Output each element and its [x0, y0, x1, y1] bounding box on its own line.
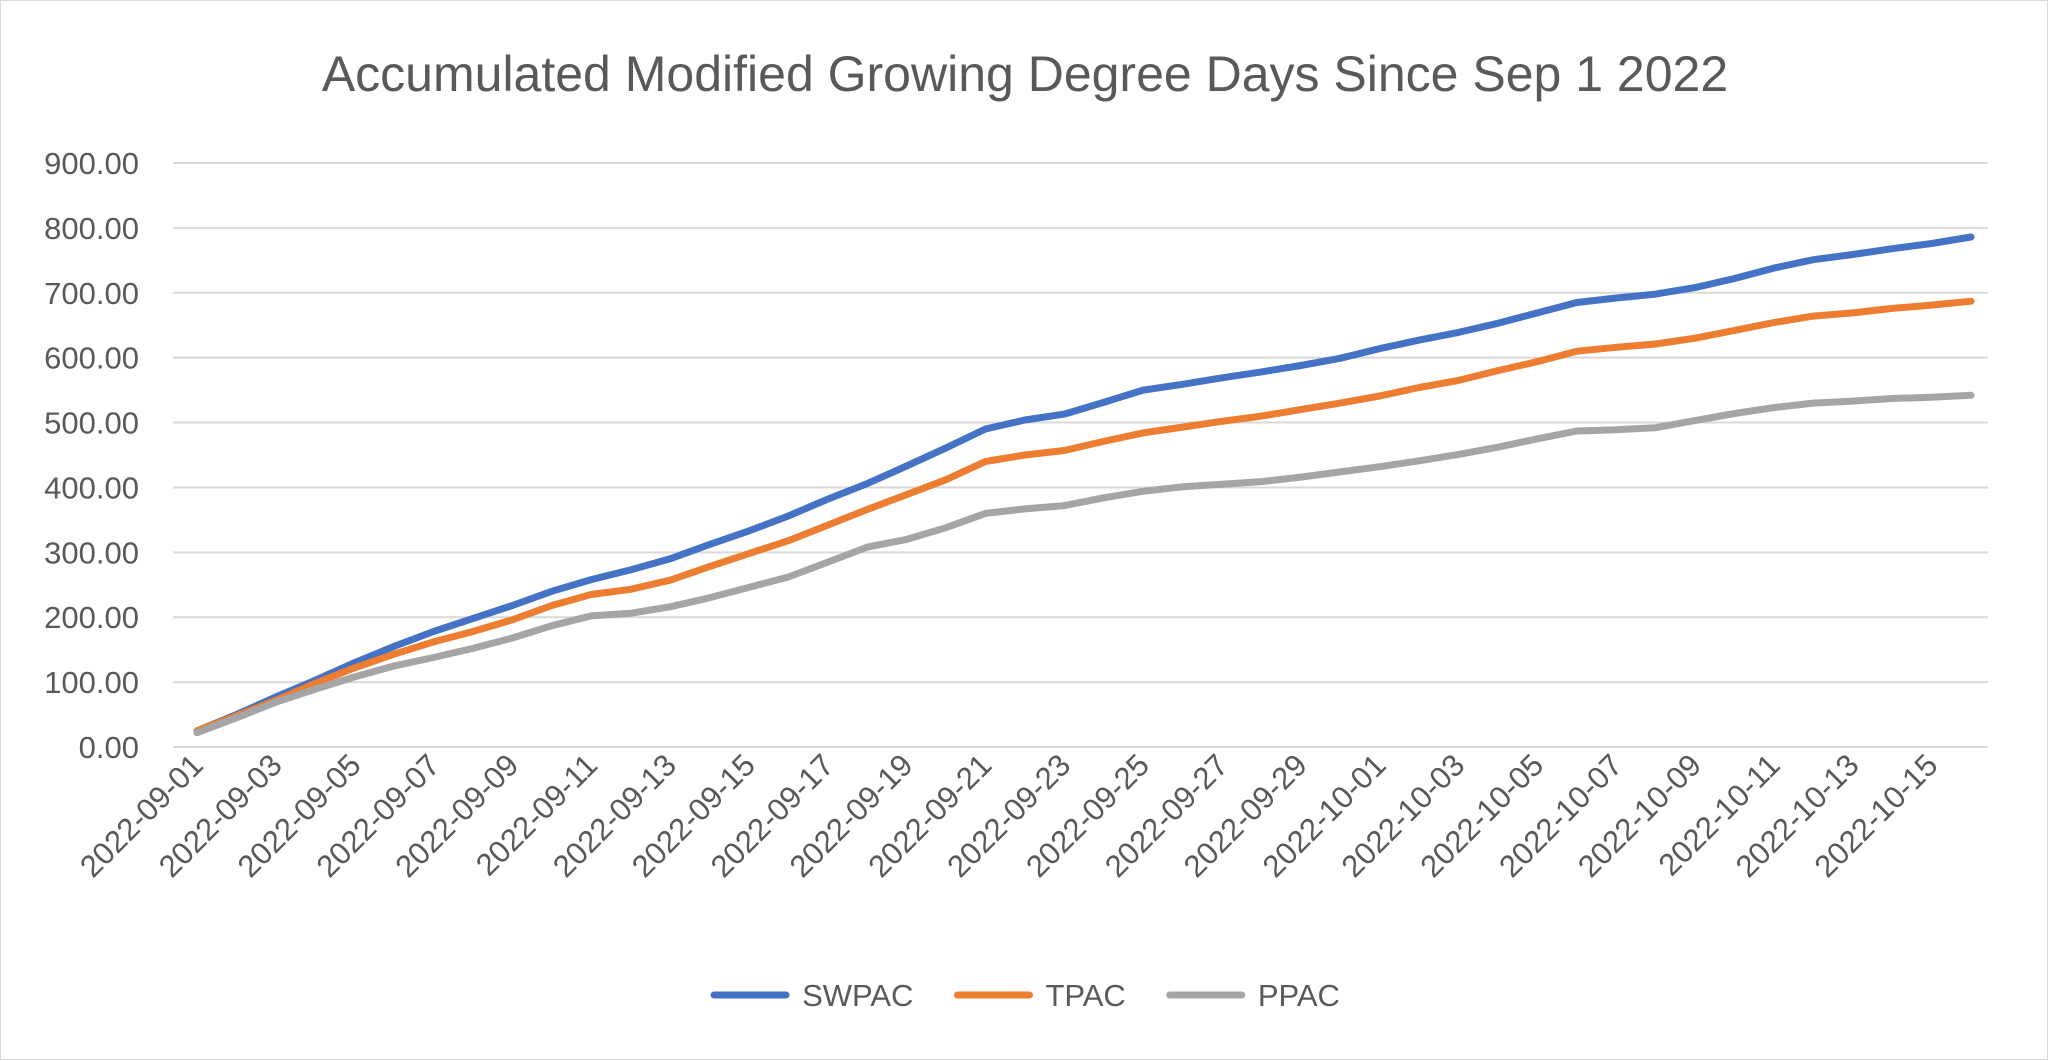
y-tick-label: 600.00: [44, 341, 139, 376]
legend-label: PPAC: [1258, 978, 1340, 1013]
chart-title: Accumulated Modified Growing Degree Days…: [322, 46, 1728, 102]
series-line-swpac: [193, 233, 1975, 735]
y-tick-label: 700.00: [44, 276, 139, 311]
legend-label: SWPAC: [802, 978, 913, 1013]
series-line-ppac: [193, 391, 1975, 737]
y-tick-label: 900.00: [44, 146, 139, 181]
gridlines: [173, 162, 1988, 748]
y-tick-label: 800.00: [44, 211, 139, 246]
legend: SWPAC TPAC PPAC: [710, 978, 1340, 1013]
legend-item-swpac: SWPAC: [710, 978, 913, 1013]
y-tick-label: 0.00: [79, 730, 139, 765]
series-line-tpac: [193, 297, 1975, 735]
y-tick-label: 300.00: [44, 535, 139, 570]
y-tick-label: 100.00: [44, 665, 139, 700]
x-axis-tick-labels: 2022-09-012022-09-032022-09-052022-09-07…: [73, 747, 1944, 884]
y-tick-label: 200.00: [44, 600, 139, 635]
y-tick-label: 500.00: [44, 406, 139, 441]
series-lines: [193, 233, 1975, 737]
legend-label: TPAC: [1045, 978, 1125, 1013]
y-tick-label: 400.00: [44, 470, 139, 505]
y-axis-tick-labels: 0.00 100.00 200.00 300.00 400.00 500.00 600.00…: [44, 146, 139, 765]
legend-item-tpac: TPAC: [953, 978, 1126, 1013]
legend-item-ppac: PPAC: [1166, 978, 1340, 1013]
